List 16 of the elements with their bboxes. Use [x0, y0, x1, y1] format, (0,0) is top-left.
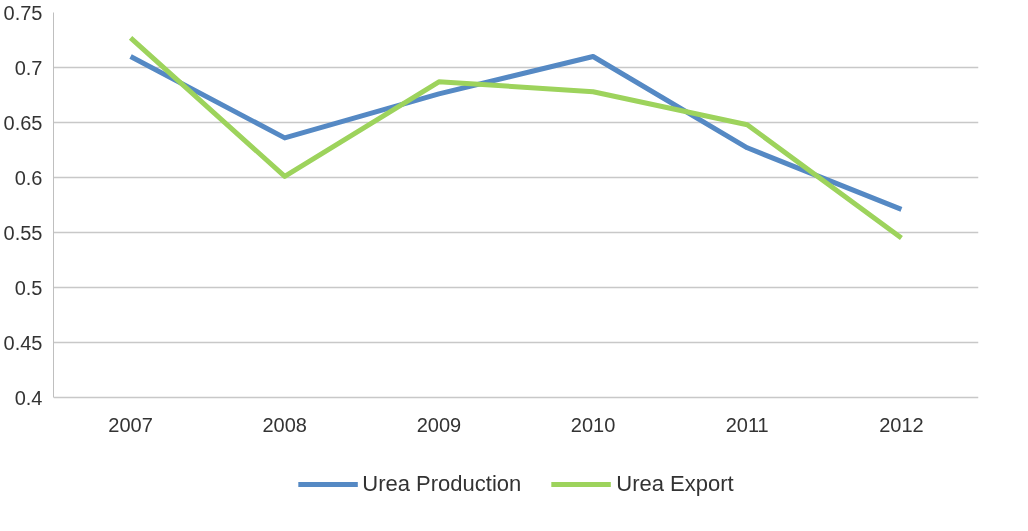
x-tick-label: 2009	[416, 413, 462, 436]
y-tick-label: 0.6	[14, 166, 43, 189]
legend-label: Urea Export	[616, 471, 734, 497]
x-tick-label: 2012	[879, 413, 924, 436]
x-tick-label: 2007	[108, 413, 153, 436]
x-tick-label: 2008	[262, 413, 307, 436]
y-tick-label: 0.55	[3, 221, 43, 244]
y-tick-label: 0.65	[3, 111, 43, 134]
legend-label: Urea Production	[362, 471, 522, 497]
y-tick-label: 0.4	[14, 386, 43, 409]
x-tick-label: 2011	[725, 413, 769, 436]
y-tick-label: 0.7	[14, 56, 43, 79]
y-tick-label: 0.5	[14, 276, 43, 299]
x-tick-label: 2010	[570, 413, 616, 436]
y-tick-label: 0.45	[3, 331, 43, 354]
y-tick-label: 0.75	[3, 1, 43, 24]
